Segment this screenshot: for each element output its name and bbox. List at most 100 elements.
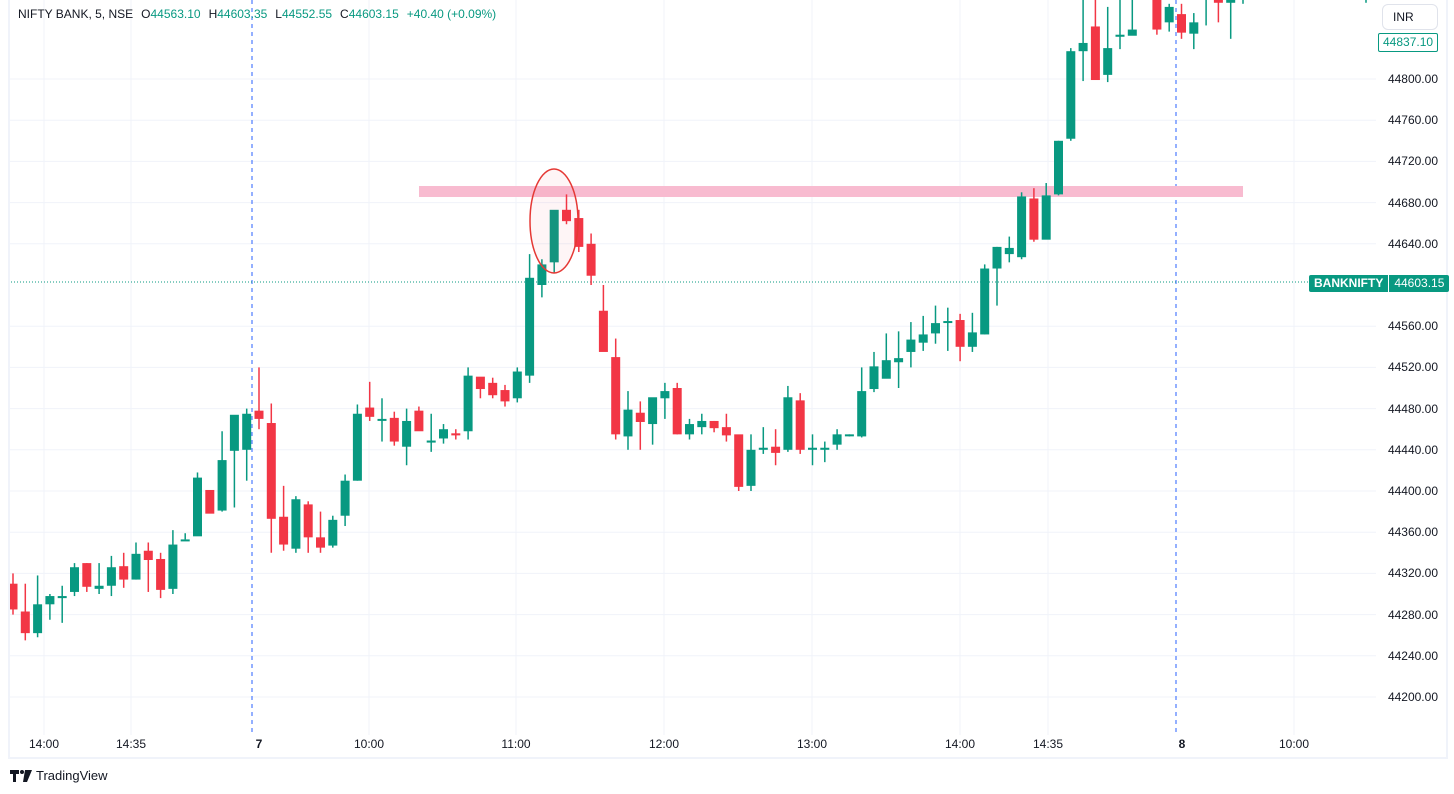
time-tick-label: 14:00 <box>944 737 976 751</box>
price-axis[interactable]: 44800.00 44760.00 44720.00 44680.00 44640.00… <box>1376 0 1446 735</box>
tradingview-brand[interactable]: TradingView <box>10 768 108 783</box>
chart-pane[interactable] <box>8 0 1376 735</box>
open-value: 44563.10 <box>150 7 201 21</box>
candle-body-up <box>820 447 830 450</box>
candle-body-up <box>869 366 879 390</box>
candle-body-up <box>685 424 694 435</box>
candle-body-up <box>906 339 916 352</box>
candle-body-up <box>328 519 338 546</box>
candle-body-down <box>266 423 276 519</box>
candle-body-down <box>635 412 645 422</box>
candle-body-down <box>205 489 215 514</box>
candle-body-down <box>562 209 571 222</box>
candle-body-up <box>1226 0 1236 3</box>
time-tick-label: 14:35 <box>1032 737 1064 751</box>
tradingview-logo-icon <box>10 769 32 782</box>
candle-body-up <box>1066 51 1076 139</box>
high-label: H <box>208 7 218 21</box>
price-tick-label: 44480.00 <box>1387 401 1438 416</box>
price-tick-label: 44560.00 <box>1387 319 1438 334</box>
time-tick-label: 13:00 <box>796 737 828 751</box>
candle-body-down <box>721 427 731 436</box>
candle-body-down <box>771 446 781 453</box>
candle-body-up <box>918 334 928 343</box>
open-label: O <box>141 7 151 21</box>
candle-body-down <box>586 243 596 276</box>
price-tick-label: 44680.00 <box>1387 195 1438 210</box>
price-tick-label: 44800.00 <box>1387 72 1438 86</box>
candle-body-down <box>365 407 375 417</box>
candle-body-up <box>1103 48 1113 75</box>
time-tick-label: 10:00 <box>1278 737 1310 751</box>
price-tick-label: 44400.00 <box>1387 484 1438 498</box>
resistance-zone-rect[interactable] <box>419 186 1243 197</box>
candle-body-down <box>1177 14 1186 33</box>
candle-body-up <box>512 371 522 399</box>
symbol-label: NIFTY BANK, 5, NSE <box>18 7 134 21</box>
candle-body-up <box>377 418 387 421</box>
candle-body-up <box>660 391 670 399</box>
candlestick-chart[interactable] <box>8 0 1376 735</box>
candle-body-up <box>1189 22 1199 34</box>
candle-body-down <box>1213 0 1223 3</box>
candle-body-up <box>967 332 977 347</box>
candle-body-up <box>45 596 55 605</box>
currency-button[interactable]: INR <box>1382 4 1438 30</box>
candle-body-up <box>352 413 362 481</box>
time-tick-label: 14:35 <box>115 737 147 751</box>
candle-body-up <box>1127 29 1137 36</box>
time-tick-label: 11:00 <box>501 737 531 751</box>
candle-body-up <box>70 567 79 592</box>
left-border <box>8 0 10 759</box>
candle-body-up <box>1041 195 1051 240</box>
candle-body-up <box>894 358 904 363</box>
price-tick-label: 44320.00 <box>1387 566 1438 581</box>
last-price-tag: 44837.10 <box>1378 33 1439 52</box>
candle-body-up <box>1164 6 1174 23</box>
candle-body-up <box>943 321 953 324</box>
candle-body-up <box>623 409 633 437</box>
candle-body-down <box>414 410 424 432</box>
candle-body-up <box>1017 196 1027 258</box>
candle-body-up <box>980 268 990 335</box>
symbol-tag-name: BANKNIFTY <box>1309 275 1389 292</box>
candle-body-up <box>697 420 707 428</box>
price-tick-label: 44760.00 <box>1387 113 1438 128</box>
candle-body-up <box>439 429 448 439</box>
candle-body-down <box>500 390 510 402</box>
low-label: L <box>275 7 282 21</box>
time-tick-label: 14:00 <box>28 737 60 751</box>
candle-body-up <box>525 277 535 376</box>
candle-body-up <box>193 477 202 537</box>
candle-body-up <box>1078 42 1088 52</box>
candle-body-down <box>119 566 129 580</box>
price-tick-label: 44520.00 <box>1387 360 1438 375</box>
candle-body-up <box>131 553 141 580</box>
time-tick-label: 7 <box>255 737 263 751</box>
candle-body-down <box>316 537 325 548</box>
tradingview-label: TradingView <box>36 768 108 783</box>
candle-body-down <box>8 583 18 610</box>
candle-body-up <box>33 604 43 634</box>
candle-body-down <box>303 504 313 538</box>
candle-body-down <box>156 558 166 590</box>
candle-body-up <box>783 397 793 450</box>
price-tick-label: 44720.00 <box>1387 154 1438 169</box>
candle-body-down <box>20 611 30 634</box>
candle-body-up <box>426 440 436 443</box>
time-axis[interactable]: 14:00 14:35 7 10:00 11:00 12:00 13:00 14:00 14:3… <box>8 735 1376 757</box>
candle-body-up <box>57 596 67 599</box>
candle-body-up <box>537 264 547 285</box>
price-tick-label: 44360.00 <box>1387 525 1438 540</box>
candle-body-up <box>992 246 1002 269</box>
candle-body-up <box>808 447 817 450</box>
candle-body-down <box>598 310 608 352</box>
candle-body-down <box>955 320 965 347</box>
candle-body-down <box>1152 0 1162 30</box>
candle-body-up <box>242 413 252 450</box>
close-value: 44603.15 <box>348 7 399 21</box>
symbol-price-tag: BANKNIFTY 44603.15 <box>1309 275 1450 292</box>
candle-body-down <box>734 434 744 487</box>
price-tick-label: 44240.00 <box>1387 648 1438 663</box>
highlight-ellipse[interactable] <box>529 168 579 274</box>
